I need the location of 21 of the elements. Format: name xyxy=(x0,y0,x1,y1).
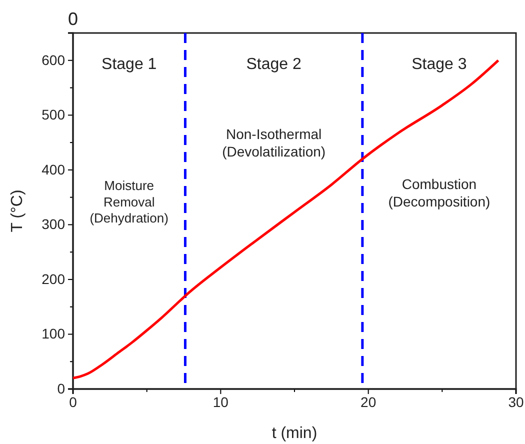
x-tick-label: 0 xyxy=(69,394,78,410)
y-tick-label: 0 xyxy=(57,380,66,396)
y-tick-label: 200 xyxy=(42,270,66,287)
x-tick-label: 10 xyxy=(212,394,229,410)
y-tick-label: 400 xyxy=(42,161,66,178)
x-tick-label: 30 xyxy=(508,394,524,410)
line-series xyxy=(72,59,500,380)
y-tick-label: 600 xyxy=(42,52,66,68)
text: 0 xyxy=(68,9,78,29)
annotation: Stage 3 xyxy=(412,56,467,73)
x-tick-label: 20 xyxy=(360,394,376,410)
annotation: Moisture Removal (Dehydration) xyxy=(90,178,168,226)
annotation: Stage 1 xyxy=(102,56,157,73)
annotation: Non-Isothermal (Devolatilization) xyxy=(222,126,326,160)
annotation: Combustion (Decomposition) xyxy=(388,176,490,210)
y-tick-label: 100 xyxy=(42,326,66,342)
annotation: Stage 2 xyxy=(246,56,302,73)
x-axis-title: t (min) xyxy=(272,425,318,442)
y-tick-label: 300 xyxy=(42,216,66,232)
y-tick-label: 500 xyxy=(42,106,66,123)
y-axis-title: T (°C) xyxy=(9,190,26,232)
